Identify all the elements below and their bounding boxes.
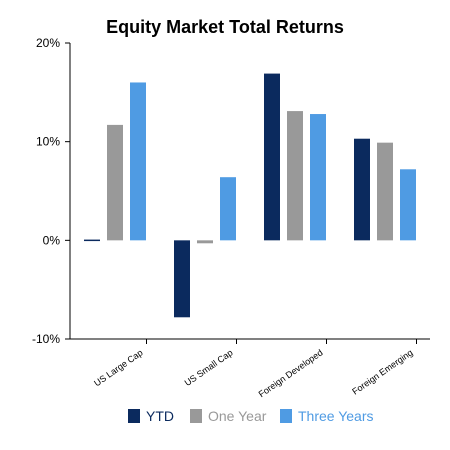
y-tick-label: 10% — [36, 135, 60, 149]
bar — [84, 239, 100, 242]
bar — [130, 82, 146, 241]
chart-title: Equity Market Total Returns — [106, 17, 344, 37]
y-tick-label: 20% — [36, 36, 60, 50]
bars — [84, 73, 416, 318]
legend-swatch — [190, 409, 202, 423]
legend-label: One Year — [208, 408, 267, 424]
y-axis: 20% 10% 0% -10% — [32, 36, 71, 346]
bar — [310, 114, 326, 241]
legend-label: Three Years — [298, 408, 374, 424]
legend: YTD One Year Three Years — [128, 408, 374, 424]
x-tick-label: US Small Cap — [183, 347, 235, 388]
bar — [400, 169, 416, 241]
bar — [377, 142, 393, 241]
bar — [354, 138, 370, 241]
x-tick-labels: US Large Cap US Small Cap Foreign Develope… — [92, 347, 414, 399]
y-tick-label: -10% — [32, 332, 60, 346]
legend-swatch — [128, 409, 140, 423]
x-tick-label: Foreign Emerging — [350, 347, 414, 396]
bar — [107, 124, 123, 241]
x-tick-label: US Large Cap — [92, 347, 144, 388]
bar — [197, 240, 213, 244]
bar — [220, 177, 236, 241]
legend-swatch — [280, 409, 292, 423]
x-tick-label: Foreign Developed — [257, 347, 325, 399]
y-tick-label: 0% — [43, 233, 61, 247]
legend-label: YTD — [146, 408, 174, 424]
bar — [287, 111, 303, 241]
bar — [264, 73, 280, 241]
bar — [174, 240, 190, 318]
x-axis — [70, 338, 430, 344]
